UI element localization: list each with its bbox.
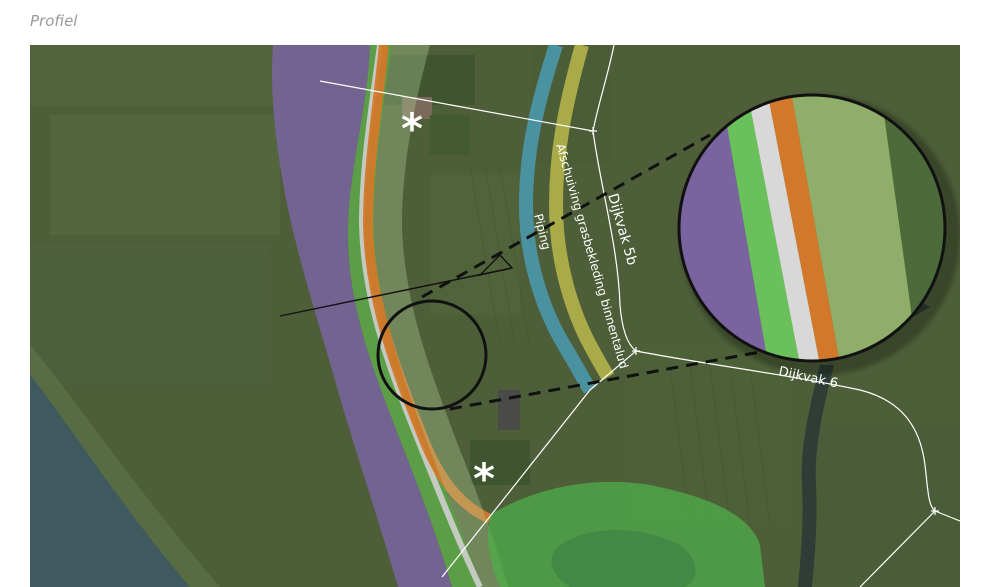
section-boundary-ticks [589,127,939,515]
aerial-map: * * Afschuiving grasbekleding binnentalu… [30,45,960,587]
viewing-triangle-icon [279,253,514,317]
river-water [30,375,190,587]
river-bank [30,345,220,587]
farm-north [380,55,475,155]
field-stripes [469,164,771,526]
section-boundaries [319,45,960,587]
asterisk-icon: * [473,454,495,503]
field-parcels [30,45,960,585]
afschuiving-band [548,45,615,381]
orange-band [362,45,493,524]
asterisk-icon: * [401,104,423,153]
canal [798,365,834,587]
farm-south [470,390,530,485]
piping-band [518,45,597,394]
magnifier-circle-icon [376,299,488,411]
zoom-connectors [421,133,821,411]
inner-slope-zone [374,45,508,587]
page-title: Profiel [30,12,78,30]
inner-pond [551,530,696,587]
purple-zone [271,45,452,587]
dike-road [358,45,483,587]
